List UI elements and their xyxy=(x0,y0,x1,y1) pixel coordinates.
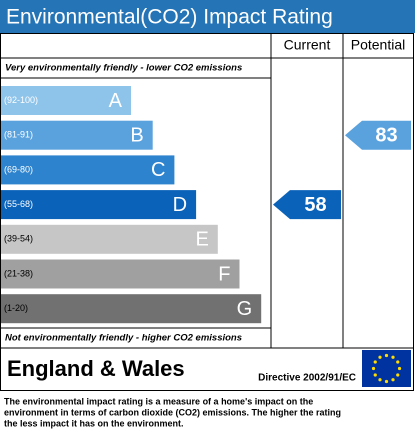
band-bar xyxy=(1,294,262,324)
band-bar xyxy=(1,155,175,185)
band-range: (81-91) xyxy=(4,130,33,140)
flag-star xyxy=(373,373,377,377)
flag-star xyxy=(384,353,389,358)
band-bar xyxy=(1,190,197,220)
band-letter: F xyxy=(218,263,230,285)
region: England & Wales xyxy=(7,356,185,381)
directive: Directive 2002/91/EC xyxy=(258,373,356,384)
band-range: (69-80) xyxy=(4,164,33,174)
band-range: (39-54) xyxy=(4,234,33,244)
flag-star xyxy=(396,360,400,364)
rating-value: 83 xyxy=(375,124,397,146)
band-bar xyxy=(1,259,240,289)
band-bar xyxy=(1,224,218,254)
band-bar xyxy=(1,86,131,115)
band-letter: A xyxy=(109,90,123,112)
flag-star xyxy=(373,360,377,364)
title-bar xyxy=(0,0,415,33)
eu-flag xyxy=(362,350,411,387)
band-range: (92-100) xyxy=(4,95,38,105)
band-letter: B xyxy=(130,124,143,146)
band-letter: E xyxy=(195,229,208,251)
chart-title: Environmental(CO2) Impact Rating xyxy=(6,6,333,29)
band-letter: D xyxy=(173,194,187,216)
flag-star xyxy=(396,373,400,377)
flag-star xyxy=(378,378,382,382)
footnote-line: environment in terms of carbon dioxide (… xyxy=(4,407,341,417)
rating-arrow xyxy=(273,190,341,220)
flag-star xyxy=(371,366,376,371)
band-range: (21-38) xyxy=(4,268,33,278)
band-letter: G xyxy=(237,298,253,320)
footnote-line: The environmental impact rating is a mea… xyxy=(4,396,313,406)
band-range: (1-20) xyxy=(4,303,28,313)
top-note: Very environmentally friendly - lower CO… xyxy=(5,63,242,74)
footnote-line: the less impact it has on the environmen… xyxy=(4,418,184,428)
band-letter: C xyxy=(151,159,165,181)
rating-value: 58 xyxy=(304,194,326,216)
flag-star xyxy=(384,379,389,384)
column-header: Current xyxy=(284,37,331,53)
flag-star xyxy=(391,378,395,382)
column-header: Potential xyxy=(351,37,405,53)
band-bar xyxy=(1,120,153,150)
flag-star xyxy=(397,366,402,371)
frame xyxy=(0,33,414,391)
bottom-note: Not environmentally friendly - higher CO… xyxy=(5,333,242,344)
rating-arrow xyxy=(345,120,411,150)
band-range: (55-68) xyxy=(4,199,33,209)
flag-star xyxy=(378,355,382,359)
flag-star xyxy=(391,355,395,359)
